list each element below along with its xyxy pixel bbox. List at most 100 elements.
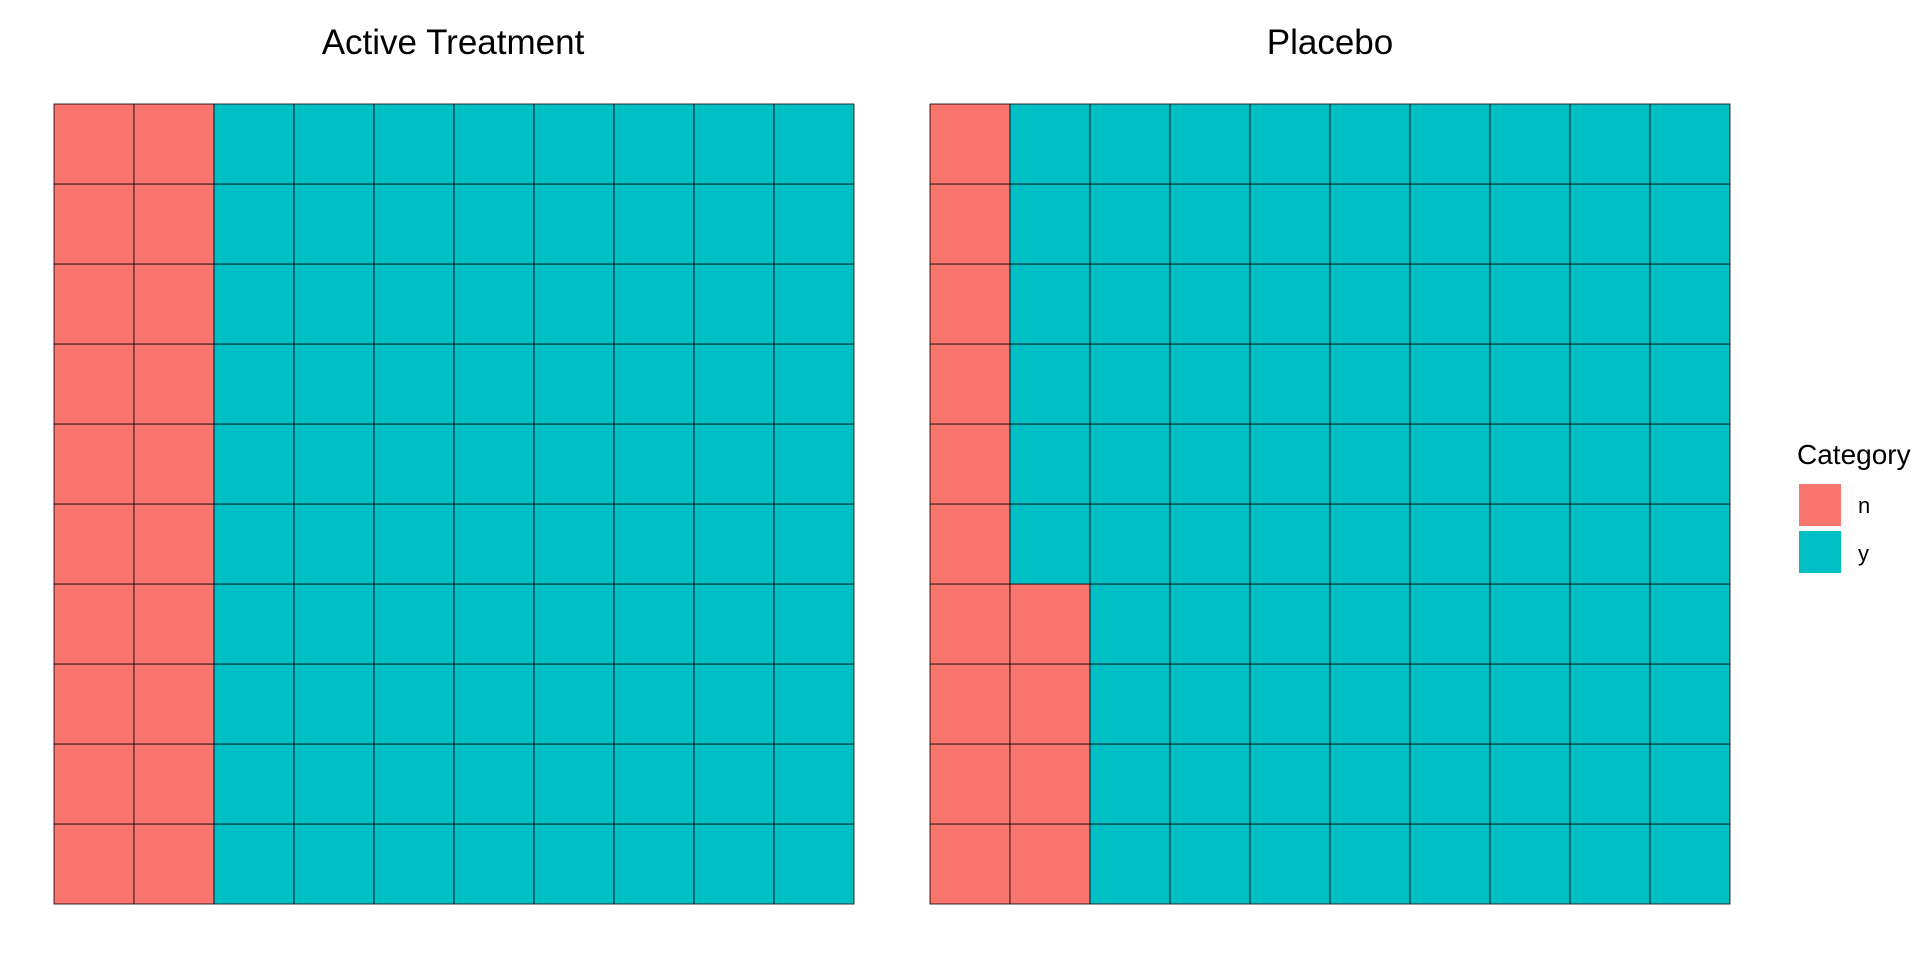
waffle-cell-y — [613, 823, 695, 905]
waffle-cell-n — [133, 423, 215, 505]
waffle-cell-y — [533, 343, 615, 425]
waffle-cell-y — [1249, 503, 1331, 585]
waffle-cell-y — [293, 423, 375, 505]
waffle-cell-y — [213, 503, 295, 585]
waffle-cell-n — [929, 103, 1011, 185]
waffle-cell-n — [53, 263, 135, 345]
waffle-cell-y — [1409, 423, 1491, 505]
waffle-cell-y — [693, 183, 775, 265]
waffle-cell-n — [133, 103, 215, 185]
waffle-cell-n — [133, 503, 215, 585]
waffle-cell-y — [1649, 423, 1731, 505]
legend-swatch-y — [1799, 531, 1841, 573]
waffle-cell-y — [613, 183, 695, 265]
waffle-cell-y — [533, 663, 615, 745]
waffle-cell-n — [1009, 743, 1091, 825]
waffle-cell-n — [53, 583, 135, 665]
waffle-cell-n — [929, 663, 1011, 745]
waffle-cell-y — [213, 663, 295, 745]
waffle-cell-y — [1329, 743, 1411, 825]
waffle-cell-y — [773, 743, 855, 825]
waffle-cell-n — [53, 183, 135, 265]
waffle-cell-y — [1649, 503, 1731, 585]
waffle-cell-n — [1009, 823, 1091, 905]
waffle-cell-n — [1009, 663, 1091, 745]
waffle-cell-y — [1329, 503, 1411, 585]
waffle-cell-n — [929, 823, 1011, 905]
waffle-cell-y — [1409, 263, 1491, 345]
waffle-cell-y — [453, 663, 535, 745]
waffle-cell-y — [1089, 663, 1171, 745]
panel-active-treatment: Active Treatment — [53, 23, 855, 905]
waffle-cell-y — [373, 663, 455, 745]
waffle-cell-y — [213, 743, 295, 825]
waffle-cell-y — [1569, 583, 1651, 665]
waffle-cell-y — [1489, 823, 1571, 905]
waffle-cell-y — [1409, 663, 1491, 745]
waffle-cell-y — [773, 663, 855, 745]
waffle-cell-n — [133, 343, 215, 425]
waffle-cell-y — [453, 503, 535, 585]
waffle-cell-y — [1409, 103, 1491, 185]
waffle-cell-y — [613, 343, 695, 425]
waffle-cell-y — [1249, 663, 1331, 745]
waffle-cell-n — [53, 103, 135, 185]
waffle-cell-y — [293, 343, 375, 425]
waffle-cell-y — [1169, 503, 1251, 585]
waffle-cell-y — [1409, 743, 1491, 825]
waffle-cell-y — [693, 343, 775, 425]
waffle-cell-y — [453, 823, 535, 905]
waffle-cell-y — [613, 423, 695, 505]
waffle-cell-n — [53, 663, 135, 745]
waffle-cell-y — [453, 183, 535, 265]
waffle-cell-y — [373, 503, 455, 585]
waffle-cell-y — [1649, 663, 1731, 745]
waffle-cell-y — [1569, 423, 1651, 505]
legend-label-n: n — [1858, 493, 1870, 518]
waffle-cell-y — [453, 583, 535, 665]
waffle-cell-y — [453, 103, 535, 185]
waffle-cell-y — [1489, 103, 1571, 185]
waffle-cell-y — [773, 583, 855, 665]
waffle-cell-y — [213, 583, 295, 665]
waffle-cell-y — [1089, 823, 1171, 905]
waffle-cell-y — [1249, 423, 1331, 505]
waffle-cell-y — [1569, 663, 1651, 745]
waffle-cell-y — [1249, 343, 1331, 425]
waffle-cell-n — [53, 503, 135, 585]
waffle-cell-y — [1649, 103, 1731, 185]
waffle-cell-y — [1649, 583, 1731, 665]
waffle-cell-y — [1489, 583, 1571, 665]
waffle-cell-y — [373, 823, 455, 905]
waffle-cell-y — [213, 263, 295, 345]
waffle-cell-n — [133, 823, 215, 905]
waffle-cell-n — [929, 263, 1011, 345]
waffle-cell-y — [1329, 103, 1411, 185]
waffle-cell-y — [213, 183, 295, 265]
waffle-cell-y — [533, 823, 615, 905]
waffle-cell-y — [1169, 103, 1251, 185]
waffle-cell-y — [1249, 183, 1331, 265]
waffle-grid-placebo — [929, 103, 1731, 905]
waffle-cell-y — [533, 423, 615, 505]
waffle-cell-n — [133, 743, 215, 825]
waffle-cell-y — [373, 263, 455, 345]
legend-label-y: y — [1858, 541, 1869, 566]
waffle-cell-y — [1009, 423, 1091, 505]
waffle-cell-y — [1569, 503, 1651, 585]
waffle-cell-y — [613, 663, 695, 745]
legend-title: Category — [1797, 439, 1911, 470]
waffle-cell-y — [1089, 263, 1171, 345]
waffle-cell-y — [1569, 343, 1651, 425]
waffle-cell-y — [773, 343, 855, 425]
waffle-cell-y — [293, 503, 375, 585]
waffle-cell-y — [213, 343, 295, 425]
waffle-cell-y — [1169, 663, 1251, 745]
waffle-cell-y — [773, 183, 855, 265]
panel-placebo: Placebo — [929, 23, 1731, 905]
panel-title-active-treatment: Active Treatment — [322, 23, 585, 62]
waffle-cell-n — [53, 423, 135, 505]
waffle-cell-y — [1009, 503, 1091, 585]
waffle-cell-y — [1169, 183, 1251, 265]
waffle-cell-n — [133, 183, 215, 265]
